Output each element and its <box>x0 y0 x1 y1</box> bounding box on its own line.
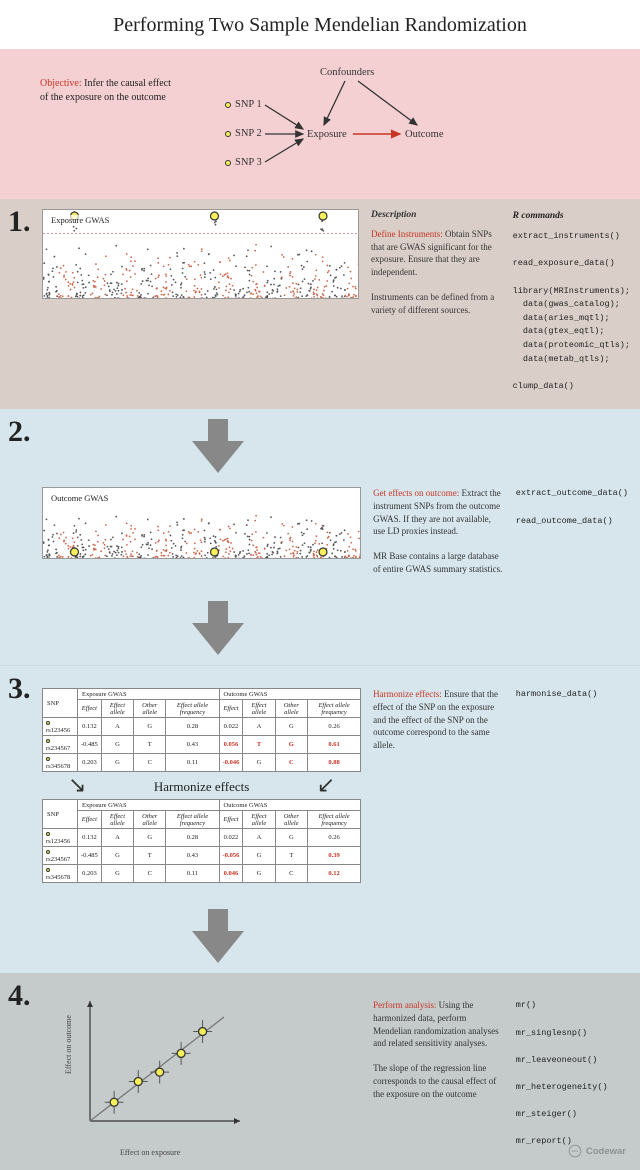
curve-arrow-icon: ↘ <box>68 772 86 799</box>
node-confounders: Confounders <box>320 67 374 78</box>
step4-number: 4. <box>8 979 31 1013</box>
step1-number: 1. <box>8 205 31 239</box>
exposure-gwas-plot: Exposure GWAS <box>42 209 359 299</box>
page-title: Performing Two Sample Mendelian Randomiz… <box>0 0 640 49</box>
step2-panel: 2. Outcome GWAS Get effects on outcome: … <box>0 409 640 665</box>
node-snp2: SNP 2 <box>225 128 262 139</box>
step1-r-commands: R commands extract_instruments()read_exp… <box>513 209 630 393</box>
arrow-down-icon <box>192 931 244 963</box>
step4-description: Perform analysis: Using the harmonized d… <box>373 999 504 1154</box>
arrow-down-icon <box>192 441 244 473</box>
step1-description: Description Define Instruments: Obtain S… <box>371 209 501 393</box>
step3-r-commands: harmonise_data() <box>516 688 630 883</box>
step1-panel: 1. Exposure GWAS Description Define Inst… <box>0 199 640 409</box>
step4-panel: 4. Effect on outcome Effect on exposure … <box>0 973 640 1170</box>
step3-description: Harmonize effects: Ensure that the effec… <box>373 688 504 883</box>
post-harmonize-table: SNPExposure GWASOutcome GWASEffectEffect… <box>42 799 361 883</box>
node-exposure: Exposure <box>307 129 347 140</box>
outcome-gwas-plot: Outcome GWAS <box>42 487 361 559</box>
step2-description: Get effects on outcome: Extract the inst… <box>373 487 504 575</box>
arrow-down-icon <box>192 623 244 655</box>
pre-harmonize-table: SNPExposure GWASOutcome GWASEffectEffect… <box>42 688 361 772</box>
step3-panel: 3. SNPExposure GWASOutcome GWASEffectEff… <box>0 665 640 973</box>
step3-number: 3. <box>8 672 31 706</box>
causal-diagram: Objective: Infer the causal effect of th… <box>0 49 640 199</box>
step4-r-commands: mr()mr_singlesnp()mr_leaveoneout()mr_het… <box>516 999 630 1154</box>
intro-panel: Objective: Infer the causal effect of th… <box>0 49 640 199</box>
outcome-gwas-label: Outcome GWAS <box>49 493 110 503</box>
node-snp1: SNP 1 <box>225 99 262 110</box>
curve-arrow-icon: ↙ <box>317 772 335 799</box>
step2-r-commands: extract_outcome_data()read_outcome_data(… <box>516 487 630 575</box>
harmonize-title: Harmonize effects <box>154 779 249 795</box>
y-axis-label: Effect on outcome <box>64 1016 73 1075</box>
exposure-gwas-label: Exposure GWAS <box>49 215 111 225</box>
watermark: Codewar <box>568 1144 626 1158</box>
chat-icon <box>568 1144 582 1158</box>
objective-block: Objective: Infer the causal effect of th… <box>40 77 180 104</box>
x-axis-label: Effect on exposure <box>120 1148 180 1157</box>
node-snp3: SNP 3 <box>225 157 262 168</box>
node-outcome: Outcome <box>405 129 444 140</box>
objective-label: Objective: <box>40 78 82 89</box>
step2-number: 2. <box>8 415 31 449</box>
scatter-plot: Effect on outcome Effect on exposure <box>72 999 247 1154</box>
